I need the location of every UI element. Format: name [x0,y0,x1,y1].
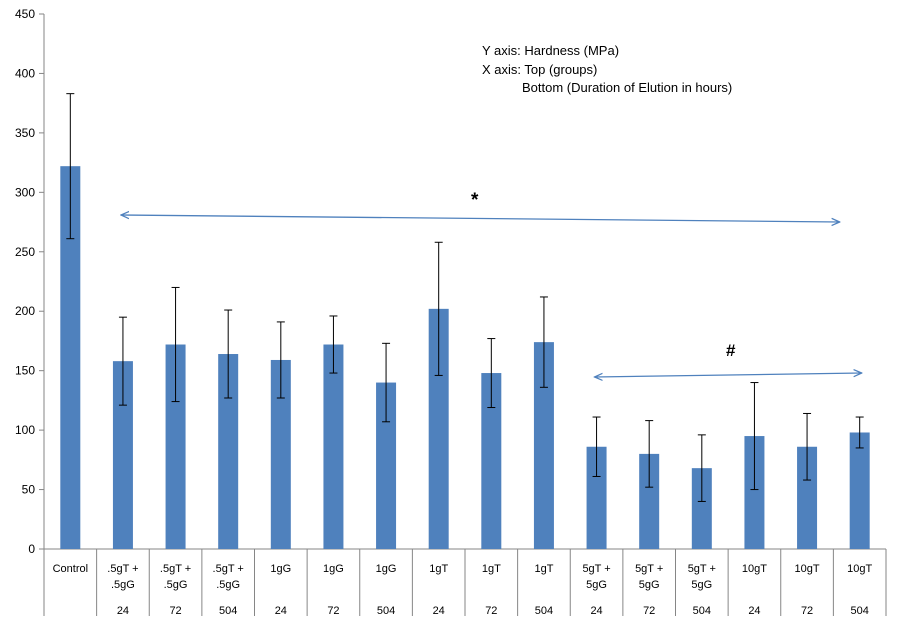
x-duration-label: 24 [117,605,129,617]
bar [586,446,607,549]
y-tick-label: 300 [15,185,35,199]
bar [376,382,397,549]
significance-hash: # [726,341,736,360]
x-category-label: 1gT [534,563,553,575]
x-category-label: 5gG [639,579,660,591]
bar [849,432,870,549]
significance-arrow [595,373,862,377]
x-category-label: 1gG [270,563,291,575]
bar [744,436,765,549]
x-category-label: 1gT [482,563,501,575]
x-category-label: 10gT [847,563,872,575]
y-tick-label: 400 [15,66,35,80]
bar [60,166,81,549]
x-duration-label: 504 [851,605,869,617]
significance-arrow [121,215,840,222]
x-duration-label: 72 [485,605,497,617]
bar [323,344,344,549]
significance-arrows [121,215,862,377]
x-duration-label: 504 [377,605,395,617]
x-category-label: 5gT + [582,563,610,575]
bar [691,468,712,549]
x-category-label: .5gG [216,579,240,591]
x-duration-label: 24 [590,605,602,617]
x-category-label: 5gT + [688,563,716,575]
x-duration-label: 504 [219,605,237,617]
y-tick-label: 250 [15,245,35,259]
y-tick-label: 100 [15,423,35,437]
x-category-label: .5gT + [213,563,244,575]
x-category-label: 1gG [323,563,344,575]
bar [481,373,502,549]
x-duration-label: 24 [433,605,445,617]
x-duration-label: 24 [748,605,760,617]
x-duration-label: 504 [535,605,553,617]
x-duration-label: 72 [327,605,339,617]
y-tick-label: 450 [15,7,35,21]
x-category-label: .5gG [164,579,188,591]
x-category-label: 10gT [795,563,820,575]
y-tick-label: 350 [15,126,35,140]
x-duration-label: 72 [801,605,813,617]
y-tick-label: 0 [28,542,35,556]
x-category-label: .5gT + [160,563,191,575]
x-duration-label: 504 [693,605,711,617]
bars [60,166,870,549]
x-axis-note-bottom: Bottom (Duration of Elution in hours) [522,80,733,95]
y-axis-note: Y axis: Hardness (MPa) [482,43,620,58]
bar [270,359,291,549]
error-bars [66,93,864,502]
x-axis-note: X axis: Top (groups) [482,62,598,77]
x-duration-label: 72 [169,605,181,617]
bar [639,453,660,549]
x-category-label: 5gT + [635,563,663,575]
bar [112,361,133,549]
y-tick-label: 150 [15,364,35,378]
x-category-label: 1gG [376,563,397,575]
x-category-label: 5gG [586,579,607,591]
bar [165,344,186,549]
x-duration-label: 24 [275,605,287,617]
x-category-label: .5gT + [107,563,138,575]
bar [218,354,239,549]
significance-star: * [471,190,479,211]
x-category-label: 10gT [742,563,767,575]
x-category-label: 5gG [691,579,712,591]
x-duration-label: 72 [643,605,655,617]
bar [797,446,818,549]
x-category-label: 1gT [429,563,448,575]
x-category-label: Control [53,563,88,575]
y-tick-label: 200 [15,304,35,318]
bar [533,342,554,549]
bar [428,308,449,549]
y-tick-label: 50 [22,483,36,497]
axis-labels: 0 50 100 150 200 250 300 350 400 450 Control .5gT +… [15,7,873,617]
x-category-label: .5gG [111,579,135,591]
